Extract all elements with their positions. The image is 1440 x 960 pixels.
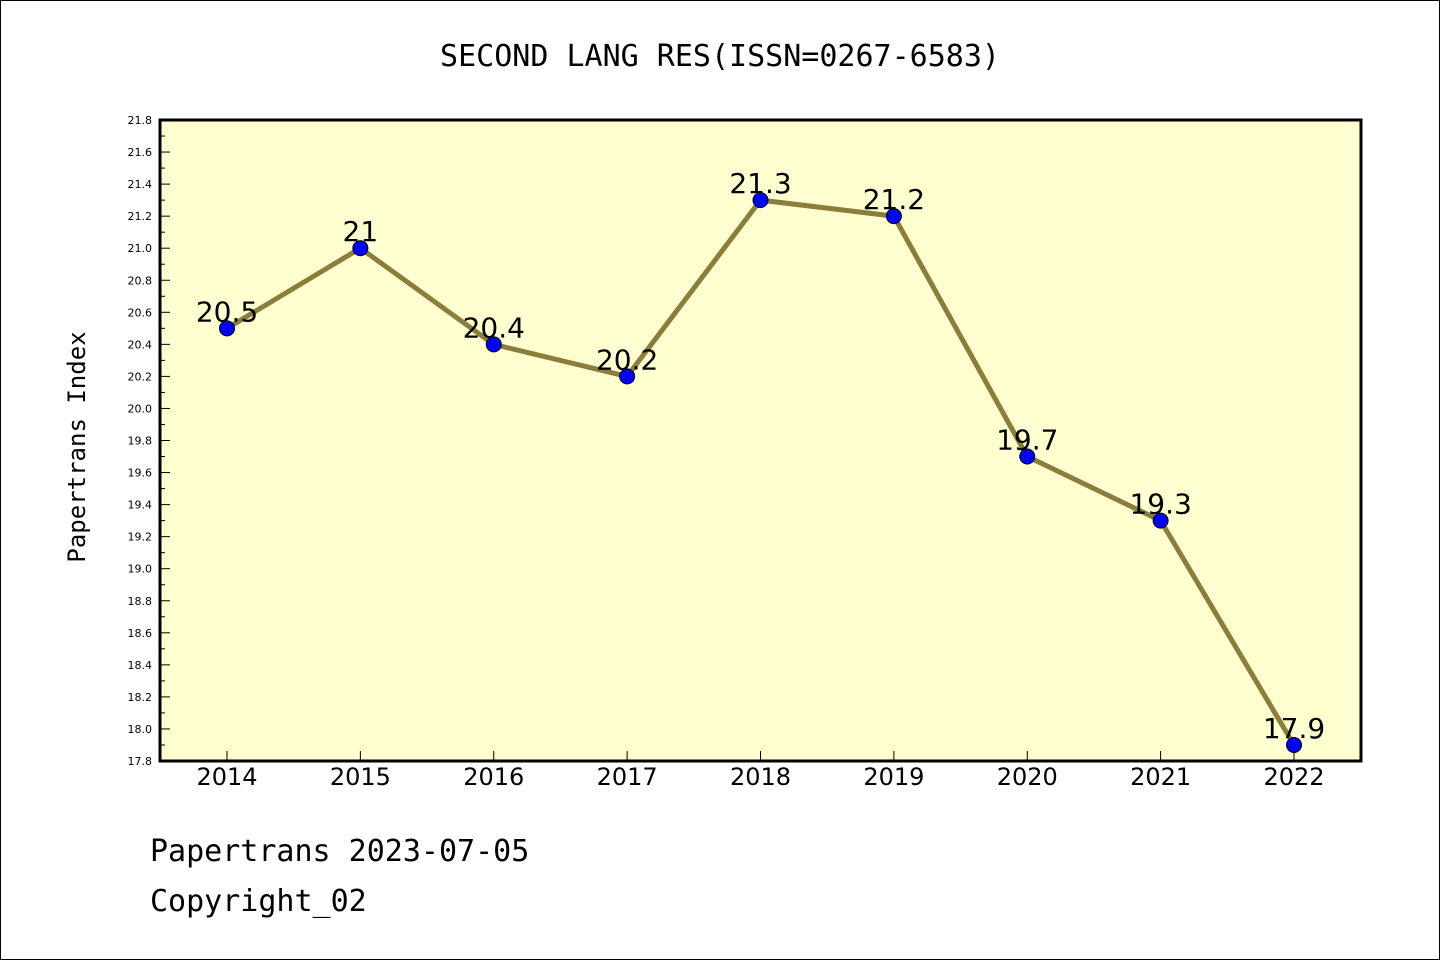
x-axis: 2014 2015 2016 2017 2018 2019 2020 2021 2022 xyxy=(196,751,1325,791)
data-point xyxy=(1286,736,1302,753)
x-tick-label: 2022 xyxy=(1263,763,1324,791)
data-label: 21 xyxy=(343,215,379,248)
x-tick-label: 2015 xyxy=(330,763,391,791)
x-tick-label: 2018 xyxy=(730,763,791,791)
data-label: 19.7 xyxy=(996,424,1058,457)
y-tick-label: 18.2 xyxy=(128,691,153,704)
x-tick-label: 2019 xyxy=(863,763,924,791)
y-tick-label: 21.8 xyxy=(128,114,153,127)
y-tick-label: 20.8 xyxy=(128,274,153,287)
data-label: 20.5 xyxy=(196,295,258,328)
data-label: 20.2 xyxy=(596,343,658,376)
y-tick-label: 21.2 xyxy=(128,210,153,223)
y-tick-label: 18.4 xyxy=(128,659,153,672)
x-tick-label: 2014 xyxy=(196,763,257,791)
data-label: 21.2 xyxy=(863,183,925,216)
y-tick-label: 19.8 xyxy=(128,435,153,448)
data-label: 17.9 xyxy=(1263,712,1325,745)
x-tick-label: 2021 xyxy=(1130,763,1191,791)
data-labels: 20.5 21 20.4 20.2 21.3 21.2 19.7 19.3 17.9 xyxy=(196,167,1325,745)
y-tick-label: 21.6 xyxy=(128,146,153,159)
y-axis-title: Papertrans Index xyxy=(63,331,91,562)
data-point xyxy=(1152,512,1169,529)
data-point xyxy=(619,368,636,385)
data-label: 21.3 xyxy=(729,167,791,200)
y-axis: 17.8 18.0 18.2 18.4 18.6 18.8 19.0 19.2 19.4 19.6… xyxy=(128,114,170,768)
y-tick-label: 19.2 xyxy=(128,531,153,544)
data-label: 20.4 xyxy=(463,311,525,344)
y-tick-label: 19.4 xyxy=(128,499,153,512)
y-tick-label: 18.6 xyxy=(128,627,153,640)
plot-area xyxy=(158,118,1363,763)
y-tick-label: 20.2 xyxy=(128,370,153,383)
footer-copyright-text: Copyright_02 xyxy=(150,884,367,919)
y-tick-label: 21.4 xyxy=(128,178,153,191)
x-tick-label: 2016 xyxy=(463,763,524,791)
y-tick-label: 18.8 xyxy=(128,595,153,608)
data-point xyxy=(485,336,502,353)
x-tick-label: 2017 xyxy=(597,763,658,791)
y-tick-label: 19.6 xyxy=(128,467,153,480)
data-point xyxy=(885,208,902,225)
x-tick-label: 2020 xyxy=(997,763,1058,791)
y-tick-label: 17.8 xyxy=(128,755,153,768)
y-tick-label: 21.0 xyxy=(128,242,153,255)
data-label: 19.3 xyxy=(1129,488,1191,521)
y-tick-label: 19.0 xyxy=(128,563,153,576)
chart-title: SECOND LANG RES(ISSN=0267-6583) xyxy=(440,39,1000,74)
y-tick-label: 18.0 xyxy=(128,723,153,736)
data-point xyxy=(352,240,369,257)
data-point xyxy=(219,320,235,337)
y-tick-label: 20.4 xyxy=(128,338,153,351)
y-tick-label: 20.6 xyxy=(128,306,153,319)
data-point xyxy=(1019,448,1036,465)
footer-date-text: Papertrans 2023-07-05 xyxy=(150,834,530,869)
y-tick-label: 20.0 xyxy=(128,402,153,415)
series-line-group xyxy=(219,192,1302,753)
data-point xyxy=(752,192,769,209)
